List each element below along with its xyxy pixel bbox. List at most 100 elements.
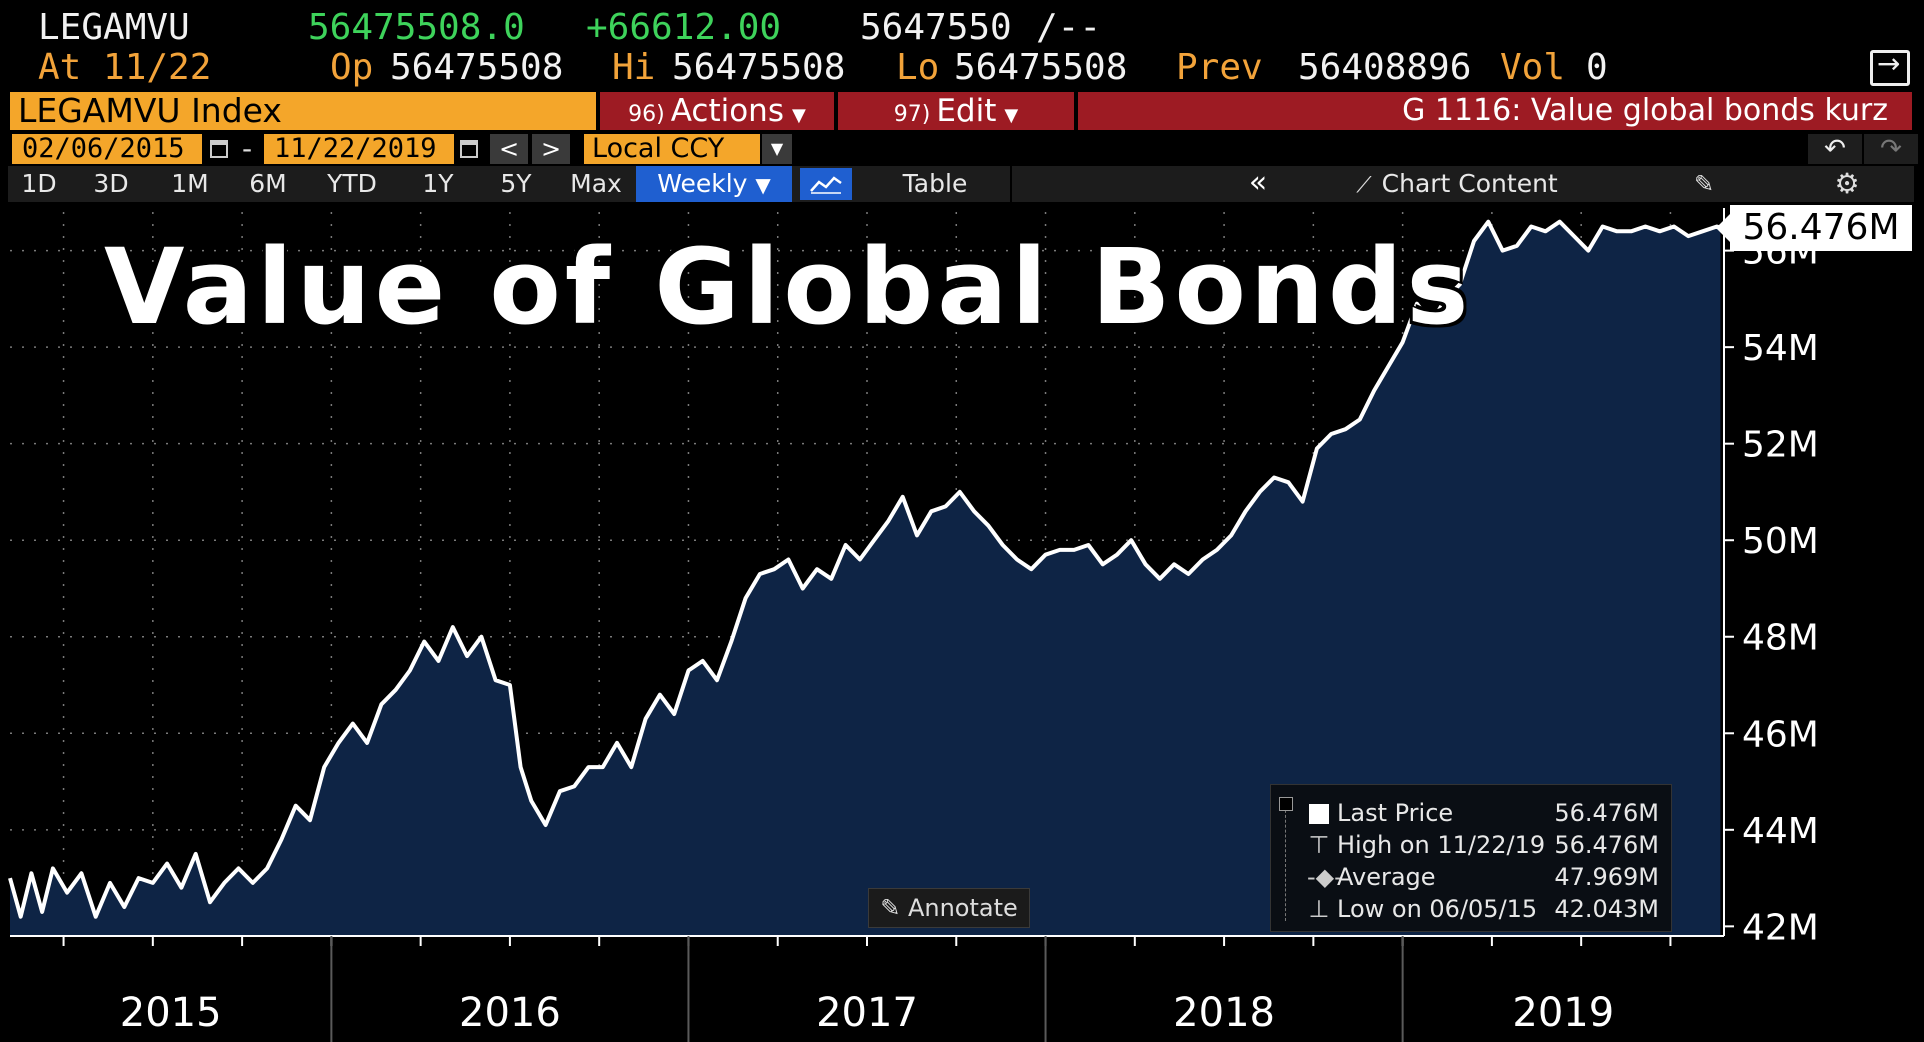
collapse-button[interactable]: « (1248, 165, 1268, 200)
calendar-icon[interactable] (460, 140, 478, 158)
legend-label: Last Price (1337, 799, 1454, 827)
y-tick-label: 44M (1742, 811, 1819, 852)
period-5y-button[interactable]: 5Y (500, 169, 532, 198)
command-bar: LEGAMVU Index 96) Actions ▼ 97) Edit ▼ G 111… (0, 92, 1924, 130)
legend-swatch (1309, 804, 1329, 824)
end-date-input[interactable]: 11/22/2019 (264, 134, 454, 164)
chart-content-label: Chart Content (1381, 169, 1558, 198)
chevron-down-icon: ▼ (791, 105, 806, 126)
legend-collapse-icon[interactable] (1279, 797, 1293, 811)
edit-icon[interactable]: ✎ (1693, 170, 1715, 198)
table-button[interactable]: Table (902, 169, 968, 198)
y-tick-label: 42M (1742, 907, 1819, 948)
chart-legend: Last Price 56.476M ⊤ High on 11/22/19 56… (1270, 784, 1672, 932)
ticker-symbol: LEGAMVU (38, 7, 190, 48)
start-date-input[interactable]: 02/06/2015 (12, 134, 202, 164)
chevron-down-icon: ▼ (755, 173, 771, 197)
frequency-select[interactable]: Weekly ▼ (636, 166, 792, 202)
low-marker-icon: ⊥ (1308, 895, 1330, 923)
security-field[interactable]: LEGAMVU Index (10, 92, 596, 130)
period-6m-button[interactable]: 6M (249, 169, 287, 198)
bid-ask: 5647550 (860, 7, 1012, 48)
last-value-tag: 56.476M (1716, 204, 1912, 251)
actions-menu-label: Actions (670, 93, 784, 129)
divider (1010, 166, 1012, 202)
x-axis: 2015 2016 2017 2018 2019 (10, 935, 1724, 1042)
date-range-bar: 02/06/2015 - 11/22/2019 < > Local CCY ▼ … (0, 132, 1924, 166)
chart-function-title: G 1116: Value global bonds kurz (1078, 92, 1912, 130)
edit-menu-label: Edit (936, 93, 997, 129)
high-label: Hi (612, 47, 656, 88)
gear-icon[interactable]: ⚙ (1834, 167, 1860, 200)
period-1d-button[interactable]: 1D (21, 169, 57, 198)
chart-content-icon: ⟋ (1356, 173, 1372, 198)
legend-value: 47.969M (1554, 863, 1659, 891)
actions-menu-button[interactable]: 96) Actions ▼ (600, 92, 834, 130)
legend-value: 42.043M (1554, 895, 1659, 923)
annotate-button[interactable]: ✎ Annotate (868, 888, 1030, 928)
export-icon[interactable] (1870, 47, 1910, 86)
next-period-button[interactable]: > (532, 134, 570, 164)
legend-value: 56.476M (1554, 831, 1659, 859)
actions-menu-number: 96) (628, 102, 665, 127)
pencil-icon: ✎ (880, 894, 901, 922)
bid-ask-tail: /-- (1036, 7, 1102, 48)
legend-label: Average (1337, 863, 1436, 891)
period-3d-button[interactable]: 3D (93, 169, 129, 198)
last-price: 56475508.0 (308, 7, 525, 48)
quote-row-secondary: At 11/22 Op 56475508 Hi 56475508 Lo 5647… (0, 48, 1924, 88)
prev-label: Prev (1176, 47, 1263, 88)
high-value: 56475508 (672, 47, 846, 88)
legend-tree-line (1285, 805, 1297, 921)
period-1y-button[interactable]: 1Y (422, 169, 454, 198)
y-tick-label: 52M (1742, 425, 1819, 466)
chart-content-button[interactable]: ⟋ Chart Content (1286, 166, 1628, 202)
prev-value: 56408896 (1298, 47, 1472, 88)
period-max-button[interactable]: Max (570, 169, 622, 198)
undo-icon[interactable]: ↶ (1808, 134, 1862, 164)
chevron-down-icon: ▼ (1004, 105, 1019, 126)
chart-title: Value of Global Bonds (104, 226, 1473, 348)
period-ytd-button[interactable]: YTD (327, 169, 377, 198)
volume-value: 0 (1586, 47, 1608, 88)
legend-low[interactable]: ⊥ Low on 06/05/15 42.043M (1271, 893, 1673, 925)
legend-last-price[interactable]: Last Price 56.476M (1271, 797, 1673, 829)
average-marker-icon: -◆- (1307, 863, 1343, 891)
line-chart-icon[interactable] (800, 168, 852, 200)
y-tick-label: 48M (1742, 618, 1819, 659)
period-bar: 1D 3D 1M 6M YTD 1Y 5Y Max Weekly ▼ Table… (8, 166, 1914, 202)
low-value: 56475508 (954, 47, 1128, 88)
x-tick-label: 2015 (120, 990, 222, 1036)
edit-menu-number: 97) (893, 102, 931, 127)
y-tick-label: 54M (1742, 328, 1819, 369)
legend-high[interactable]: ⊤ High on 11/22/19 56.476M (1271, 829, 1673, 861)
date-separator: - (242, 132, 253, 165)
annotate-label: Annotate (907, 894, 1018, 922)
y-tick-label: 50M (1742, 521, 1819, 562)
x-tick-label: 2016 (459, 990, 561, 1036)
calendar-icon[interactable] (210, 140, 228, 158)
legend-label: High on 11/22/19 (1337, 831, 1546, 859)
volume-label: Vol (1500, 47, 1566, 88)
legend-label: Low on 06/05/15 (1337, 895, 1538, 923)
open-label: Op (330, 47, 374, 88)
price-area-fill (10, 221, 1721, 936)
as-of-time: At 11/22 (38, 47, 212, 88)
currency-select[interactable]: Local CCY (584, 134, 760, 164)
previous-period-button[interactable]: < (490, 134, 528, 164)
y-tick-label: 46M (1742, 714, 1819, 755)
legend-value: 56.476M (1554, 799, 1659, 827)
low-label: Lo (896, 47, 940, 88)
legend-average[interactable]: -◆- Average 47.969M (1271, 861, 1673, 893)
redo-icon[interactable]: ↷ (1864, 134, 1918, 164)
chevron-down-icon[interactable]: ▼ (762, 134, 792, 164)
edit-menu-button[interactable]: 97) Edit ▼ (838, 92, 1074, 130)
high-marker-icon: ⊤ (1308, 831, 1330, 859)
x-tick-label: 2017 (816, 990, 918, 1036)
frequency-label: Weekly (657, 169, 748, 198)
period-1m-button[interactable]: 1M (171, 169, 209, 198)
quote-row-primary: LEGAMVU 56475508.0 +66612.00 5647550 /-- (0, 8, 1924, 48)
x-tick-label: 2018 (1173, 990, 1275, 1036)
